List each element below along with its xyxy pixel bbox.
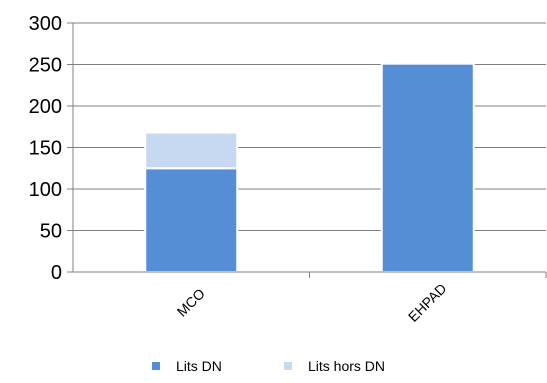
legend-label: Lits DN: [176, 358, 222, 374]
legend: Lits DN Lits hors DN: [152, 358, 385, 374]
x-category-label: EHPAD: [405, 280, 450, 325]
y-tick-label: 200: [29, 96, 62, 118]
y-tick-label: 250: [29, 55, 62, 77]
y-tick-label: 50: [40, 221, 62, 243]
gridlines: [73, 22, 546, 231]
y-tick-label: 150: [29, 138, 62, 160]
y-tick-label: 300: [29, 13, 62, 35]
legend-label: Lits hors DN: [308, 358, 385, 374]
bars: [144, 62, 475, 273]
x-category-label: MCO: [174, 285, 208, 319]
axes: [67, 22, 547, 278]
legend-swatch: [284, 362, 292, 370]
legend-swatch: [152, 362, 160, 370]
bar-mco-lits-hors-dn: [144, 131, 239, 170]
y-tick-label: 100: [29, 179, 62, 201]
x-category-labels: MCO EHPAD: [174, 280, 450, 325]
bar-ehpad-lits-dn: [380, 62, 475, 273]
y-tick-labels: 0 50 100 150 200 250 300: [29, 13, 62, 284]
bar-mco-lits-dn: [144, 167, 239, 273]
y-tick-label: 0: [51, 262, 62, 284]
